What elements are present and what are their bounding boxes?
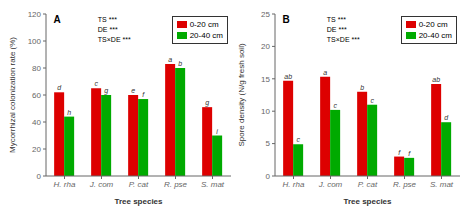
- html-text:TS *** DE *** TS×DE ***: TS *** DE *** TS×DE ***: [97, 16, 131, 43]
- svg-text:e: e: [131, 87, 135, 94]
- svg-text:c: c: [94, 80, 98, 87]
- svg-text:R. pse: R. pse: [164, 180, 188, 189]
- svg-text:P. cat: P. cat: [358, 180, 378, 189]
- svg-text:S. mat: S. mat: [201, 180, 225, 189]
- svg-text:c: c: [296, 136, 300, 143]
- html-text:0-20 cm: 0-20 cm: [418, 20, 448, 29]
- svg-text:c: c: [333, 102, 337, 109]
- svg-text:J. com: J. com: [89, 180, 114, 189]
- svg-text:Spore density (N/g fresh soil): Spore density (N/g fresh soil): [237, 43, 246, 146]
- svg-text:h: h: [67, 109, 71, 116]
- svg-text:d: d: [444, 114, 449, 121]
- svg-text:Mycorrhizal colonization rate: Mycorrhizal colonization rate (%): [8, 37, 17, 153]
- svg-text:H. rha: H. rha: [54, 180, 76, 189]
- svg-text:a: a: [168, 56, 172, 63]
- svg-text:20: 20: [32, 145, 41, 154]
- svg-text:S. mat: S. mat: [430, 180, 454, 189]
- svg-text:b: b: [360, 84, 364, 91]
- html-text:TS *** DE *** TS×DE ***: TS *** DE *** TS×DE ***: [326, 16, 360, 43]
- svg-text:g: g: [205, 99, 209, 107]
- svg-text:100: 100: [28, 37, 42, 46]
- svg-text:f: f: [398, 149, 401, 156]
- svg-text:f: f: [408, 150, 411, 157]
- svg-text:15: 15: [261, 75, 270, 84]
- html-text:B: B: [282, 14, 290, 25]
- svg-text:i: i: [216, 128, 218, 135]
- svg-text:120: 120: [28, 10, 42, 19]
- html-text:20-40 cm: 20-40 cm: [418, 31, 452, 40]
- svg-text:b: b: [178, 60, 182, 67]
- svg-text:5: 5: [266, 139, 271, 148]
- svg-text:J. com: J. com: [318, 180, 343, 189]
- html-text:A: A: [53, 14, 61, 25]
- svg-text:0: 0: [37, 172, 42, 181]
- svg-text:H. rha: H. rha: [283, 180, 305, 189]
- svg-text:P. cat: P. cat: [129, 180, 149, 189]
- svg-text:g: g: [104, 87, 108, 95]
- svg-text:20: 20: [261, 42, 270, 51]
- svg-text:Tree species: Tree species: [114, 197, 163, 206]
- svg-text:10: 10: [261, 107, 270, 116]
- svg-text:40: 40: [32, 118, 41, 127]
- svg-text:80: 80: [32, 64, 41, 73]
- svg-text:c: c: [370, 97, 374, 104]
- html-text:20-40 cm: 20-40 cm: [189, 31, 223, 40]
- svg-text:a: a: [323, 69, 327, 76]
- svg-text:ab: ab: [284, 73, 292, 80]
- svg-text:R. pse: R. pse: [393, 180, 417, 189]
- svg-text:d: d: [57, 84, 62, 91]
- svg-text:0: 0: [266, 172, 271, 181]
- svg-text:ab: ab: [432, 76, 440, 83]
- svg-text:60: 60: [32, 91, 41, 100]
- html-text:0-20 cm: 0-20 cm: [189, 20, 219, 29]
- svg-text:f: f: [142, 91, 145, 98]
- svg-text:25: 25: [261, 10, 270, 19]
- svg-text:Tree species: Tree species: [343, 197, 392, 206]
